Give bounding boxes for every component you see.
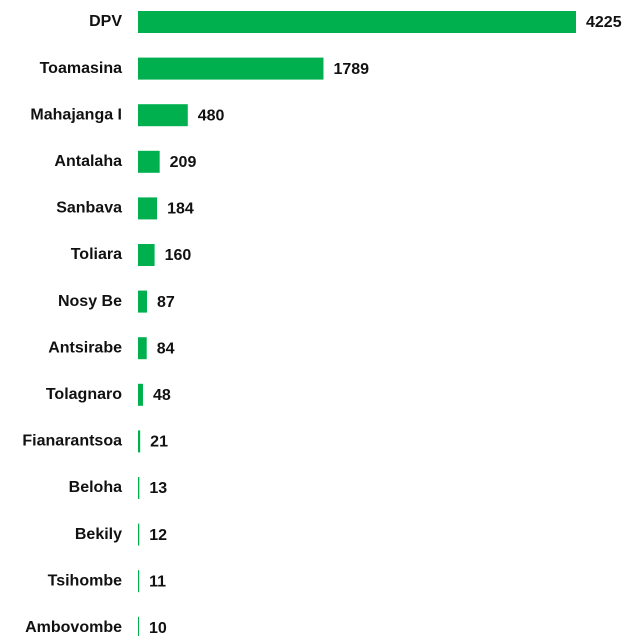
value-label: 10 [149, 620, 167, 636]
bar [138, 150, 160, 173]
bar [138, 244, 155, 266]
y-tick-label: Tolagnaro [46, 386, 122, 403]
bar [138, 570, 140, 593]
y-tick-label: Toliara [71, 246, 122, 263]
value-label: 48 [153, 387, 171, 404]
bar [138, 523, 140, 546]
y-tick-label: Sanbava [56, 200, 122, 217]
value-label: 480 [198, 107, 225, 124]
value-label: 11 [149, 573, 166, 590]
y-tick-label: Tsihombe [48, 572, 122, 589]
bar [138, 11, 576, 33]
bar [138, 290, 148, 313]
value-label: 4225 [586, 14, 622, 31]
y-tick-label: Ambovombe [25, 619, 122, 636]
value-label: 84 [157, 340, 175, 357]
bar [138, 337, 147, 360]
bar [138, 430, 141, 453]
bar [138, 57, 324, 80]
y-tick-label: Fianarantsoa [22, 433, 122, 450]
value-label: 13 [149, 480, 167, 497]
bar [138, 383, 143, 406]
y-tick-label: Mahajanga I [30, 106, 122, 123]
value-label: 160 [165, 247, 192, 264]
y-tick-label: Toamasina [40, 60, 123, 77]
y-tick-label: Nosy Be [58, 293, 122, 310]
bar [138, 104, 188, 127]
value-label: 1789 [333, 61, 369, 78]
value-label: 21 [150, 434, 168, 451]
value-label: 87 [157, 294, 175, 311]
y-tick-label: Beloha [69, 479, 122, 496]
value-label: 184 [167, 201, 194, 218]
bar [138, 197, 158, 220]
bar [138, 477, 140, 499]
y-tick-label: Bekily [75, 526, 122, 543]
y-tick-label: Antalaha [54, 153, 122, 170]
y-tick-label: Antsirabe [48, 339, 122, 356]
value-label: 12 [149, 527, 167, 544]
value-label: 209 [170, 154, 197, 171]
y-tick-label: DPV [89, 13, 122, 30]
bar [138, 616, 140, 636]
